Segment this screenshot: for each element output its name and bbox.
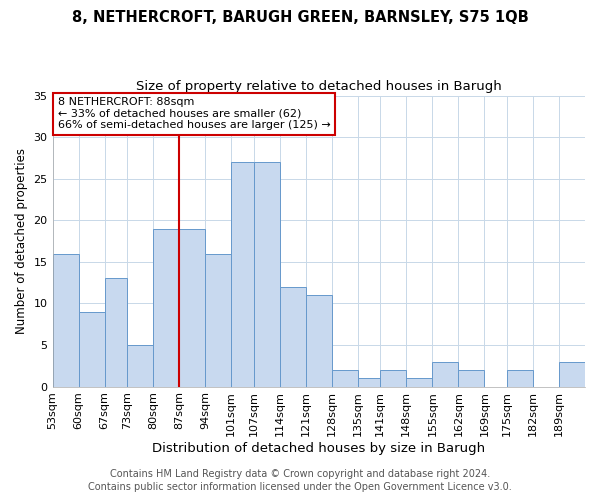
Bar [559, 362, 585, 386]
Bar [280, 287, 306, 386]
Bar [458, 370, 484, 386]
Bar [79, 312, 104, 386]
Bar [153, 228, 179, 386]
X-axis label: Distribution of detached houses by size in Barugh: Distribution of detached houses by size … [152, 442, 485, 455]
Text: Contains HM Land Registry data © Crown copyright and database right 2024.
Contai: Contains HM Land Registry data © Crown c… [88, 470, 512, 492]
Bar [507, 370, 533, 386]
Bar [406, 378, 433, 386]
Bar [53, 254, 79, 386]
Y-axis label: Number of detached properties: Number of detached properties [15, 148, 28, 334]
Bar [127, 345, 153, 387]
Bar [179, 228, 205, 386]
Bar [254, 162, 280, 386]
Bar [205, 254, 231, 386]
Bar [306, 295, 332, 386]
Bar [104, 278, 127, 386]
Bar [433, 362, 458, 386]
Text: 8, NETHERCROFT, BARUGH GREEN, BARNSLEY, S75 1QB: 8, NETHERCROFT, BARUGH GREEN, BARNSLEY, … [71, 10, 529, 25]
Bar [231, 162, 254, 386]
Bar [380, 370, 406, 386]
Text: 8 NETHERCROFT: 88sqm
← 33% of detached houses are smaller (62)
66% of semi-detac: 8 NETHERCROFT: 88sqm ← 33% of detached h… [58, 97, 331, 130]
Bar [332, 370, 358, 386]
Title: Size of property relative to detached houses in Barugh: Size of property relative to detached ho… [136, 80, 502, 93]
Bar [358, 378, 380, 386]
